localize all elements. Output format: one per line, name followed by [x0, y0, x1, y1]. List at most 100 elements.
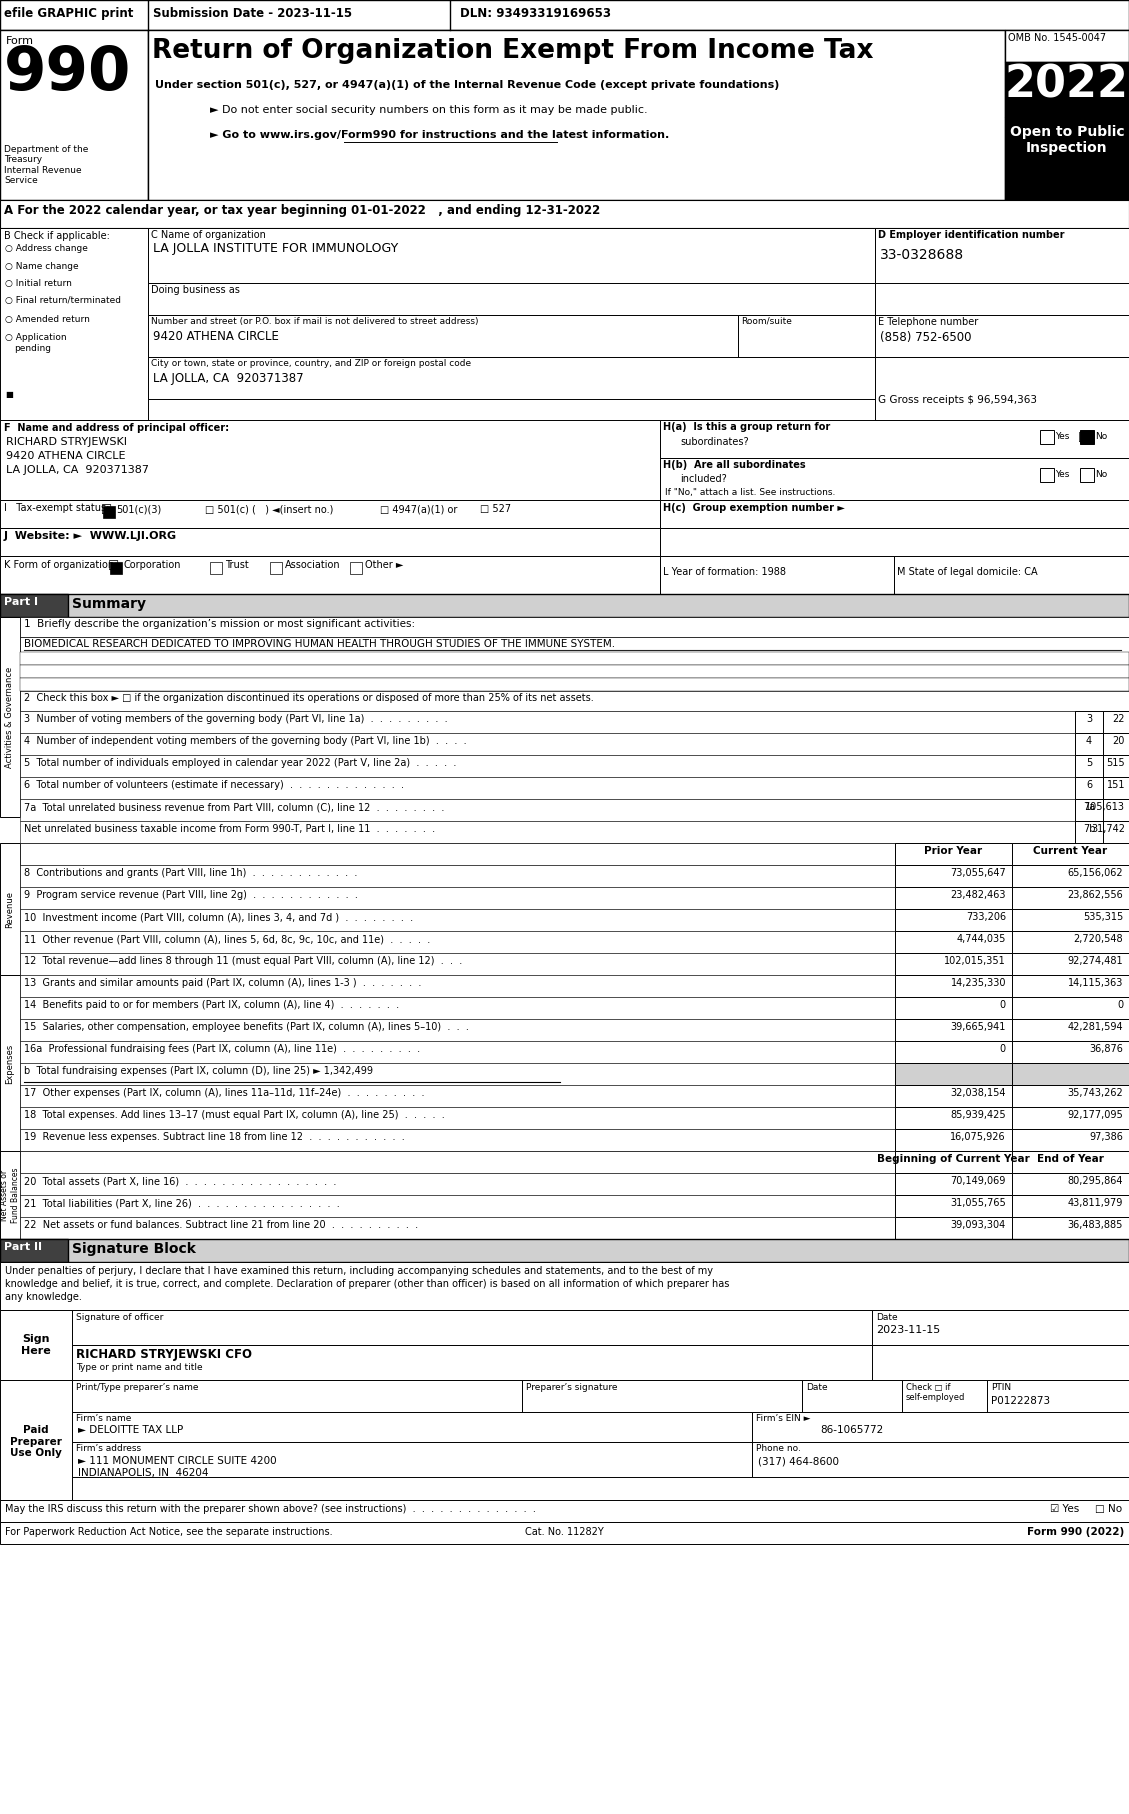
Bar — [1012, 952, 1129, 974]
Bar — [20, 865, 895, 887]
Text: □ 527: □ 527 — [480, 504, 511, 513]
Text: K Form of organization:: K Form of organization: — [5, 561, 117, 570]
Bar — [1075, 733, 1103, 755]
Bar — [20, 637, 1129, 651]
Bar — [1012, 1085, 1129, 1107]
Text: 39,665,941: 39,665,941 — [951, 1021, 1006, 1032]
Bar — [148, 31, 1005, 200]
Text: 5  Total number of individuals employed in calendar year 2022 (Part V, line 2a) : 5 Total number of individuals employed i… — [24, 758, 456, 767]
Bar — [20, 998, 895, 1019]
Text: Sign
Here: Sign Here — [21, 1333, 51, 1355]
Text: 39,093,304: 39,093,304 — [951, 1221, 1006, 1230]
Bar — [20, 887, 895, 909]
Text: 14,235,330: 14,235,330 — [951, 978, 1006, 989]
Bar — [1012, 998, 1129, 1019]
Text: Net unrelated business taxable income from Form 990-T, Part I, line 11  .  .  . : Net unrelated business taxable income fr… — [24, 824, 435, 834]
Text: ► Go to www.irs.gov/Form990 for instructions and the latest information.: ► Go to www.irs.gov/Form990 for instruct… — [210, 131, 669, 140]
Text: 16,075,926: 16,075,926 — [951, 1132, 1006, 1143]
Text: Signature of officer: Signature of officer — [76, 1313, 164, 1322]
Text: 105,613: 105,613 — [1085, 802, 1124, 813]
Text: RICHARD STRYJEWSKI CFO: RICHARD STRYJEWSKI CFO — [76, 1348, 252, 1360]
Bar — [660, 528, 1129, 557]
Text: 7b: 7b — [1083, 824, 1095, 834]
Text: Firm’s EIN ►: Firm’s EIN ► — [756, 1413, 811, 1422]
Bar — [895, 974, 1012, 998]
Text: 22: 22 — [1112, 715, 1124, 724]
Bar — [752, 1411, 1129, 1442]
Text: LA JOLLA, CA  920371387: LA JOLLA, CA 920371387 — [6, 464, 149, 475]
Bar — [1103, 733, 1129, 755]
Text: b  Total fundraising expenses (Part IX, column (D), line 25) ► 1,342,499: b Total fundraising expenses (Part IX, c… — [24, 1067, 373, 1076]
Bar — [895, 1217, 1012, 1239]
Text: Department of the
Treasury
Internal Revenue
Service: Department of the Treasury Internal Reve… — [5, 145, 88, 185]
Bar — [522, 1380, 802, 1411]
Bar — [1012, 1019, 1129, 1041]
Text: 32,038,154: 32,038,154 — [951, 1088, 1006, 1097]
Text: L Year of formation: 1988: L Year of formation: 1988 — [663, 568, 786, 577]
Text: □ 4947(a)(1) or: □ 4947(a)(1) or — [380, 504, 457, 513]
Bar — [1012, 909, 1129, 931]
Text: 102,015,351: 102,015,351 — [944, 956, 1006, 967]
Bar — [1005, 116, 1129, 200]
Text: 19  Revenue less expenses. Subtract line 18 from line 12  .  .  .  .  .  .  .  .: 19 Revenue less expenses. Subtract line … — [24, 1132, 405, 1143]
Text: 9420 ATHENA CIRCLE: 9420 ATHENA CIRCLE — [6, 452, 125, 461]
Bar — [20, 1152, 895, 1174]
Text: DLN: 93493319169653: DLN: 93493319169653 — [460, 7, 611, 20]
Text: Under section 501(c), 527, or 4947(a)(1) of the Internal Revenue Code (except pr: Under section 501(c), 527, or 4947(a)(1)… — [155, 80, 779, 91]
Bar — [895, 909, 1012, 931]
Text: Doing business as: Doing business as — [151, 285, 239, 296]
Text: Check □ if
self-employed: Check □ if self-employed — [905, 1382, 965, 1402]
Bar — [895, 1195, 1012, 1217]
Bar — [0, 593, 68, 617]
Bar — [875, 316, 1129, 357]
Bar — [0, 1310, 72, 1380]
Bar — [1012, 1128, 1129, 1152]
Text: Print/Type preparer’s name: Print/Type preparer’s name — [76, 1382, 199, 1391]
Text: (317) 464-8600: (317) 464-8600 — [758, 1457, 839, 1466]
Bar — [0, 1239, 1129, 1263]
Text: H(c)  Group exemption number ►: H(c) Group exemption number ► — [663, 502, 844, 513]
Bar — [875, 229, 1129, 283]
Bar — [875, 357, 1129, 421]
Text: J  Website: ►  WWW.LJI.ORG: J Website: ► WWW.LJI.ORG — [5, 532, 177, 541]
Bar — [20, 822, 1075, 844]
Bar — [0, 1522, 1129, 1544]
Text: 8: 8 — [24, 845, 30, 856]
Text: 85,939,425: 85,939,425 — [951, 1110, 1006, 1119]
Bar — [1040, 468, 1054, 483]
Text: 15  Salaries, other compensation, employee benefits (Part IX, column (A), lines : 15 Salaries, other compensation, employe… — [24, 1021, 469, 1032]
Text: 23,862,556: 23,862,556 — [1067, 891, 1123, 900]
Bar — [895, 1041, 1012, 1063]
Text: Current Year: Current Year — [1033, 845, 1108, 856]
Bar — [895, 931, 1012, 952]
Text: 31,742: 31,742 — [1091, 824, 1124, 834]
Bar — [20, 1107, 895, 1128]
Bar — [1012, 1041, 1129, 1063]
Text: Yes: Yes — [1054, 432, 1069, 441]
Bar — [660, 457, 1129, 501]
Bar — [1005, 62, 1129, 116]
Text: INDIANAPOLIS, IN  46204: INDIANAPOLIS, IN 46204 — [78, 1468, 209, 1478]
Text: 501(c)(3): 501(c)(3) — [116, 504, 161, 513]
Text: Return of Organization Exempt From Income Tax: Return of Organization Exempt From Incom… — [152, 38, 874, 63]
Text: 2  Check this box ► □ if the organization discontinued its operations or dispose: 2 Check this box ► □ if the organization… — [24, 693, 594, 704]
Bar — [0, 229, 148, 421]
Text: ■: ■ — [5, 390, 12, 399]
Text: 9  Program service revenue (Part VIII, line 2g)  .  .  .  .  .  .  .  .  .  .  .: 9 Program service revenue (Part VIII, li… — [24, 891, 358, 900]
Text: 31,055,765: 31,055,765 — [951, 1197, 1006, 1208]
Text: Open to Public
Inspection: Open to Public Inspection — [1009, 125, 1124, 156]
Text: 13  Grants and similar amounts paid (Part IX, column (A), lines 1-3 )  .  .  .  : 13 Grants and similar amounts paid (Part… — [24, 978, 421, 989]
Text: 2,720,548: 2,720,548 — [1074, 934, 1123, 943]
Bar — [20, 666, 1129, 678]
Text: ○ Initial return: ○ Initial return — [5, 279, 72, 288]
Text: 65,156,062: 65,156,062 — [1067, 869, 1123, 878]
Text: ○ Name change: ○ Name change — [5, 261, 79, 270]
Text: F  Name and address of principal officer:: F Name and address of principal officer: — [5, 423, 229, 434]
Bar — [0, 974, 20, 1154]
Bar — [20, 844, 895, 865]
Text: 11  Other revenue (Part VIII, column (A), lines 5, 6d, 8c, 9c, 10c, and 11e)  . : 11 Other revenue (Part VIII, column (A),… — [24, 934, 430, 943]
Text: 92,274,481: 92,274,481 — [1067, 956, 1123, 967]
Text: Association: Association — [285, 561, 341, 570]
Bar — [660, 421, 1129, 457]
Bar — [20, 1217, 895, 1239]
